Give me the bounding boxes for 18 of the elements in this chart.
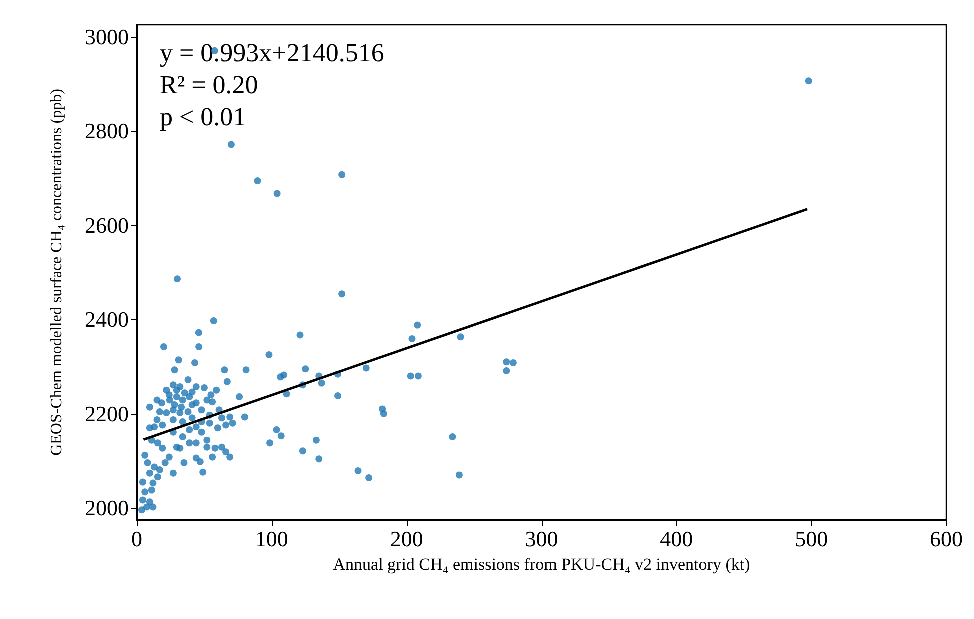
y-tick-label: 2000 xyxy=(85,496,129,521)
y-tick-label: 2800 xyxy=(85,118,129,144)
y-tick-label: 2400 xyxy=(85,307,129,332)
y-tick-label: 3000 xyxy=(85,24,129,50)
x-tick-label: 600 xyxy=(930,526,963,552)
y-axis-title: GEOS-Chem modelled surface CH₄ concentrations (ppb) xyxy=(48,89,66,456)
x-tick-label: 300 xyxy=(525,526,558,552)
y-tick-label: 2200 xyxy=(85,401,129,426)
y-tick-label: 2600 xyxy=(85,212,129,238)
annotation: R² = 0.20 xyxy=(160,70,258,100)
x-tick-label: 500 xyxy=(795,526,828,552)
x-tick-label: 100 xyxy=(255,526,288,552)
annotation: y = 0.993x+2140.516 xyxy=(160,38,384,68)
x-tick-label: 200 xyxy=(390,526,424,552)
x-tick-label: 400 xyxy=(660,526,694,552)
x-tick-label: 0 xyxy=(132,526,142,552)
annotation: p < 0.01 xyxy=(160,102,246,132)
x-axis-title: Annual grid CH₄ emissions from PKU-CH₄ v2 inventory (kt) xyxy=(333,555,750,574)
